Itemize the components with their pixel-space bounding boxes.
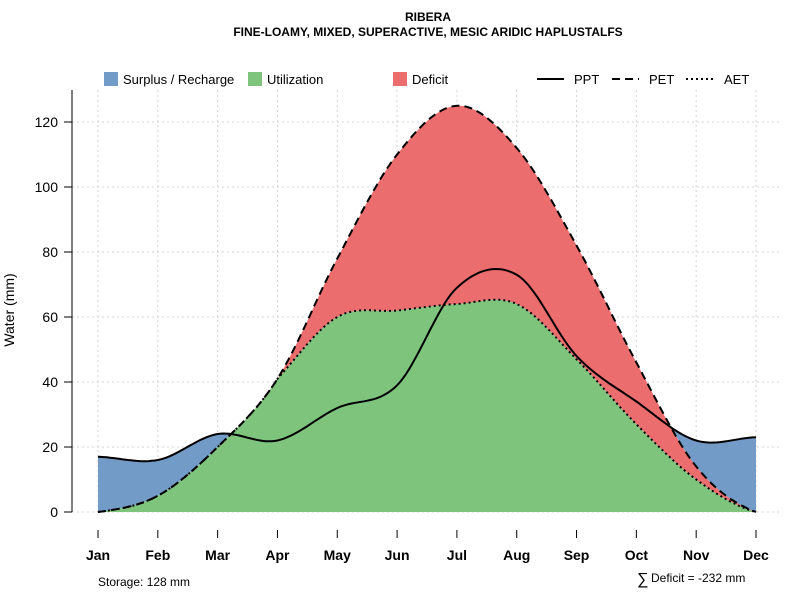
deficit-area (98, 105, 756, 512)
legend-label-aet: AET (724, 72, 749, 87)
deficit-sum-symbol: ∑ (637, 571, 648, 588)
legend: Surplus / Recharge Utilization Deficit P… (104, 72, 749, 87)
y-tick-label: 0 (50, 504, 58, 520)
x-tick-label: Apr (265, 547, 290, 563)
legend-label-deficit: Deficit (412, 72, 449, 87)
y-tick-label: 80 (42, 244, 58, 260)
x-tick-label: Dec (743, 547, 769, 563)
x-tick-label: Nov (683, 547, 710, 563)
x-tick-label: Jun (385, 547, 410, 563)
y-tick-label: 40 (42, 374, 58, 390)
legend-swatch-surplus (104, 72, 118, 86)
areas (98, 105, 756, 512)
x-tick-label: Aug (503, 547, 530, 563)
chart-title: RIBERA (405, 10, 451, 24)
x-tick-label: Oct (625, 547, 649, 563)
y-tick-label: 60 (42, 309, 58, 325)
x-tick-label: Feb (145, 547, 170, 563)
legend-label-surplus: Surplus / Recharge (123, 72, 234, 87)
x-tick-label: Jul (447, 547, 467, 563)
legend-label-utilization: Utilization (267, 72, 323, 87)
deficit-annotation: Deficit = -232 mm (651, 571, 745, 585)
utilization-area (98, 299, 756, 512)
x-tick-label: Jan (86, 547, 110, 563)
legend-label-ppt: PPT (574, 72, 599, 87)
aet-line (97, 298, 757, 513)
lines (97, 104, 757, 513)
legend-swatch-deficit (393, 72, 407, 86)
x-tick-label: Mar (205, 547, 230, 563)
chart-subtitle: FINE-LOAMY, MIXED, SUPERACTIVE, MESIC AR… (233, 25, 622, 39)
ppt-line (97, 267, 757, 463)
x-tick-label: May (324, 547, 351, 563)
surplus-area (98, 105, 756, 512)
y-tick-label: 20 (42, 439, 58, 455)
storage-annotation: Storage: 128 mm (98, 575, 190, 589)
legend-swatch-utilization (248, 72, 262, 86)
y-tick-label: 120 (35, 114, 59, 130)
y-tick-label: 100 (35, 179, 59, 195)
axes: 0 20 40 60 80 100 120 Jan Feb Mar Apr May Jun Jul Aug S… (35, 90, 769, 563)
y-axis-label: Water (mm) (1, 273, 17, 346)
x-tick-label: Sep (564, 547, 590, 563)
legend-label-pet: PET (649, 72, 674, 87)
